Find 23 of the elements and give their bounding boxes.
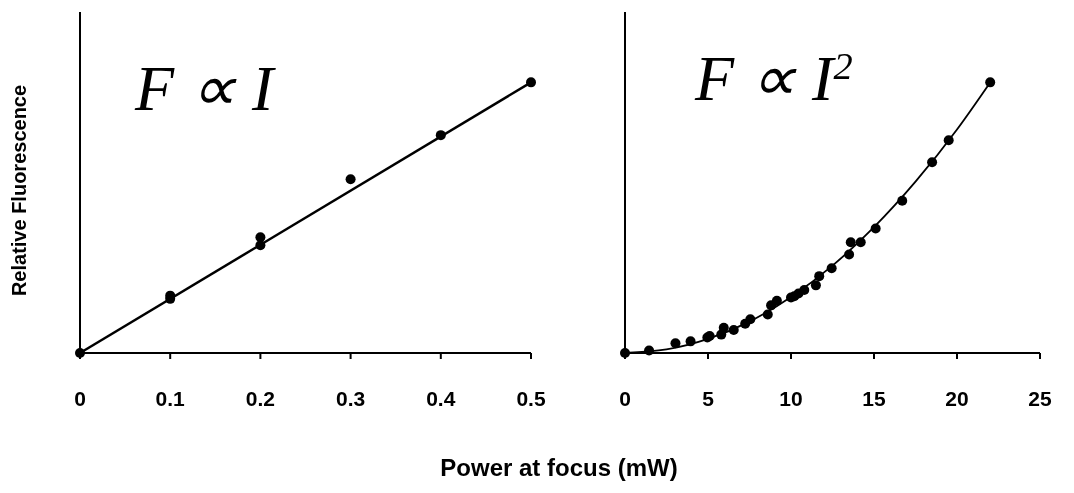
x-tick-label: 0 <box>74 387 86 410</box>
x-tick-label: 0 <box>619 387 631 410</box>
point <box>845 237 856 248</box>
annotation: F ∝ I <box>134 53 277 124</box>
annotation: F ∝ I$^{2}$ <box>694 43 853 114</box>
point <box>345 174 356 185</box>
x-tick-label: 15 <box>862 387 886 410</box>
x-tick-label: 0.1 <box>155 387 186 410</box>
point <box>670 338 681 349</box>
point <box>810 280 821 291</box>
point <box>718 322 729 333</box>
point <box>771 295 782 306</box>
x-tick-label: 10 <box>779 387 803 410</box>
x-tick-label: 0.2 <box>245 387 275 410</box>
x-axis-title: Power at focus (mW) <box>440 454 678 481</box>
x-tick-label: 0.4 <box>426 387 456 410</box>
x-tick-label: 5 <box>702 387 715 410</box>
x-tick-label: 20 <box>945 387 969 410</box>
point <box>985 77 996 88</box>
y-axis-title: Relative Fluorescence <box>8 84 30 297</box>
x-tick-label: 0.3 <box>336 387 366 410</box>
x-tick-label: 25 <box>1028 387 1052 410</box>
x-tick-label: 0.5 <box>516 387 546 410</box>
